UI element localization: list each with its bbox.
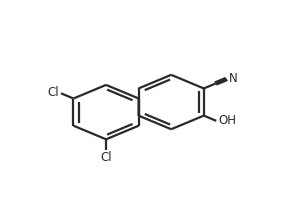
Text: Cl: Cl xyxy=(47,87,59,99)
Text: N: N xyxy=(229,72,238,85)
Text: OH: OH xyxy=(219,114,237,127)
Text: Cl: Cl xyxy=(100,151,112,164)
